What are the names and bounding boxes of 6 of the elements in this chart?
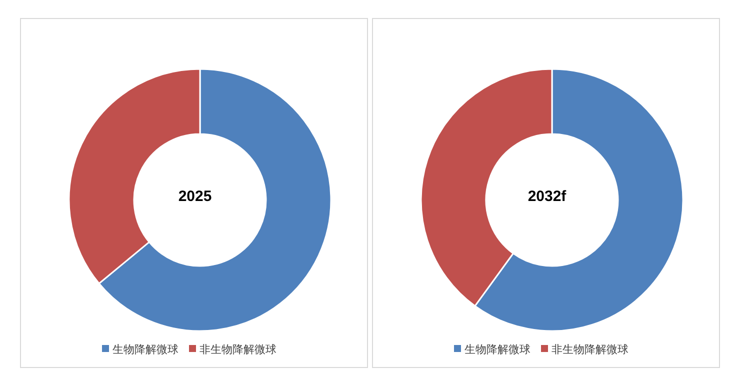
text: 2025 [178,188,212,205]
text: 2032f [528,188,568,205]
legend-label: 非生物降解微球 [200,343,276,356]
legend-label: 非生物降解微球 [552,343,628,356]
legend-label: 生物降解微球 [464,343,530,356]
legend-label: 生物降解微球 [112,343,178,356]
